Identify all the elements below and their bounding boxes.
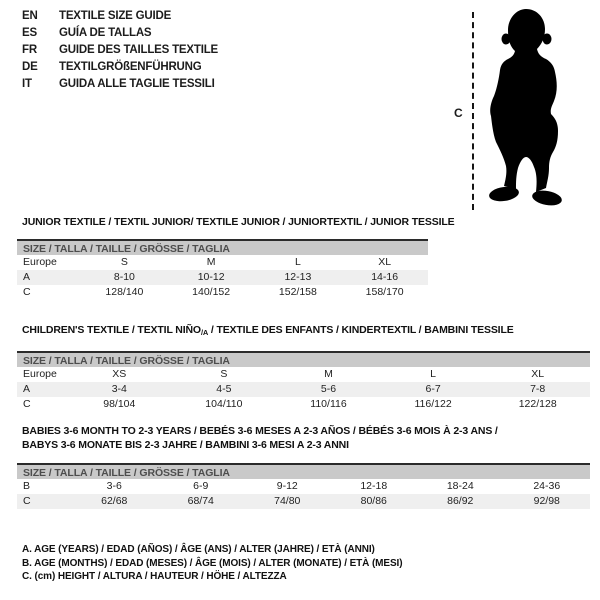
language-code: IT (22, 78, 32, 90)
size-value-cell: XS (112, 368, 127, 380)
row-label: C (23, 398, 31, 410)
table-row: C 128/140 140/152 152/158 158/170 (17, 285, 428, 300)
language-label: TEXTILGRÖßENFÜHRUNG (59, 61, 202, 73)
table-row: B 3-6 6-9 9-12 12-18 18-24 24-36 (17, 479, 590, 494)
size-value-cell: 3-6 (106, 480, 122, 492)
legend-footnotes: A. AGE (YEARS) / EDAD (AÑOS) / ÂGE (ANS)… (22, 543, 403, 584)
language-row: ES GUÍA DE TALLAS (22, 25, 218, 42)
language-label: GUIDE DES TAILLES TEXTILE (59, 44, 218, 56)
table-row: Europe S M L XL (17, 255, 428, 270)
size-value-cell: L (430, 368, 436, 380)
size-value-cell: 80/86 (360, 495, 387, 507)
size-header-bar: SIZE / TALLA / TAILLE / GRÖSSE / TAGLIA (17, 463, 590, 479)
size-value-cell: 9-12 (276, 480, 298, 492)
section-title-babies: BABIES 3-6 MONTH TO 2-3 YEARS / BEBÉS 3-… (22, 424, 498, 452)
size-value-cell: S (220, 368, 228, 380)
size-value-cell: 62/68 (101, 495, 128, 507)
size-value-cell: 24-36 (533, 480, 561, 492)
size-value-cell: 98/104 (103, 398, 136, 410)
size-table-babies: SIZE / TALLA / TAILLE / GRÖSSE / TAGLIA … (17, 463, 590, 509)
size-value-cell: 128/140 (105, 286, 144, 298)
size-value-cell: 5-6 (320, 383, 337, 395)
size-value-cell: 14-16 (371, 271, 399, 283)
title-segment: JUNIOR TEXTILE / TEXTIL JUNIOR/ TEXTILE … (22, 216, 455, 228)
row-label: B (23, 480, 31, 492)
language-label: GUIDA ALLE TAGLIE TESSILI (59, 78, 215, 90)
measurement-figure: C (452, 4, 574, 218)
size-value-cell: 7-8 (530, 383, 546, 395)
footnote-line: B. AGE (MONTHS) / EDAD (MESES) / ÂGE (MO… (22, 557, 403, 569)
size-value-cell: 104/110 (205, 398, 243, 410)
table-row: C 62/68 68/74 74/80 80/86 86/92 92/98 (17, 494, 590, 509)
section-title-junior: JUNIOR TEXTILE / TEXTIL JUNIOR/ TEXTILE … (22, 215, 455, 229)
title-segment: BABIES 3-6 MONTH TO 2-3 YEARS / BEBÉS 3-… (22, 425, 498, 437)
size-value-cell: 8-10 (113, 271, 135, 283)
language-label: TEXTILE SIZE GUIDE (59, 10, 172, 22)
size-value-cell: XL (531, 368, 545, 380)
size-value-cell: 68/74 (187, 495, 214, 507)
size-value-cell: 140/152 (192, 286, 231, 298)
size-value-cell: 86/92 (447, 495, 474, 507)
size-value-cell: 12-18 (360, 480, 388, 492)
row-label: A (23, 383, 31, 395)
title-segment: CHILDREN'S TEXTILE / TEXTIL NIÑO (22, 324, 201, 336)
row-label: Europe (23, 368, 57, 380)
language-row: FR GUIDE DES TAILLES TEXTILE (22, 42, 218, 59)
size-value-cell: XL (378, 256, 392, 268)
language-code: ES (22, 27, 37, 39)
size-value-cell: 152/158 (278, 286, 317, 298)
height-measure-label: C (454, 106, 463, 120)
title-segment: /A (200, 328, 209, 337)
size-table-children: SIZE / TALLA / TAILLE / GRÖSSE / TAGLIA … (17, 351, 590, 412)
footnote-line: C. (cm) HEIGHT / ALTURA / HAUTEUR / HÖHE… (22, 571, 287, 582)
size-value-cell: 110/116 (310, 398, 347, 410)
size-value-cell: S (120, 256, 128, 268)
size-value-cell: 18-24 (446, 480, 474, 492)
table-row: C 98/104 104/110 110/116 116/122 122/128 (17, 397, 590, 412)
size-value-cell: 158/170 (365, 286, 404, 298)
row-label: C (23, 495, 31, 507)
row-label: A (23, 271, 31, 283)
size-value-cell: L (294, 256, 301, 268)
size-value-cell: 4-5 (216, 383, 232, 395)
language-code: FR (22, 44, 37, 56)
size-value-cell: M (324, 368, 333, 380)
size-header-bar: SIZE / TALLA / TAILLE / GRÖSSE / TAGLIA (17, 239, 428, 255)
size-value-cell: 6-9 (193, 480, 209, 492)
title-segment: BABYS 3-6 MONATE BIS 2-3 JAHRE / BAMBINI… (22, 439, 349, 451)
size-value-cell: 92/98 (533, 495, 560, 507)
size-value-cell: 74/80 (274, 495, 301, 507)
size-value-cell: M (206, 256, 216, 268)
table-row: A 8-10 10-12 12-13 14-16 (17, 270, 428, 285)
height-dashed-line (472, 12, 474, 210)
size-value-cell: 12-13 (284, 271, 312, 283)
size-value-cell: 3-4 (111, 383, 127, 395)
size-header-bar: SIZE / TALLA / TAILLE / GRÖSSE / TAGLIA (17, 351, 590, 367)
size-value-cell: 122/128 (518, 398, 557, 410)
table-row: Europe XS S M L XL (17, 367, 590, 382)
section-title-children: CHILDREN'S TEXTILE / TEXTIL NIÑO/A / TEX… (22, 323, 514, 340)
row-label: Europe (23, 256, 57, 268)
row-label: C (23, 286, 31, 298)
size-value-cell: 10-12 (197, 271, 225, 283)
size-value-cell: 116/122 (414, 398, 452, 410)
size-value-cell: 6-7 (425, 383, 441, 395)
table-row: A 3-4 4-5 5-6 6-7 7-8 (17, 382, 590, 397)
size-table-junior: SIZE / TALLA / TAILLE / GRÖSSE / TAGLIA … (17, 239, 428, 300)
title-segment: / TEXTILE DES ENFANTS / KINDERTEXTIL / B… (208, 324, 514, 336)
footnote-line: A. AGE (YEARS) / EDAD (AÑOS) / ÂGE (ANS)… (22, 544, 375, 555)
language-code: EN (22, 10, 38, 22)
language-row: IT GUIDA ALLE TAGLIE TESSILI (22, 76, 218, 93)
language-label: GUÍA DE TALLAS (59, 27, 152, 39)
language-code: DE (22, 61, 38, 73)
language-row: EN TEXTILE SIZE GUIDE (22, 8, 218, 25)
language-header: EN TEXTILE SIZE GUIDE ES GUÍA DE TALLAS FR GU… (22, 8, 218, 93)
language-row: DE TEXTILGRÖßENFÜHRUNG (22, 59, 218, 76)
toddler-silhouette-icon (489, 9, 562, 206)
